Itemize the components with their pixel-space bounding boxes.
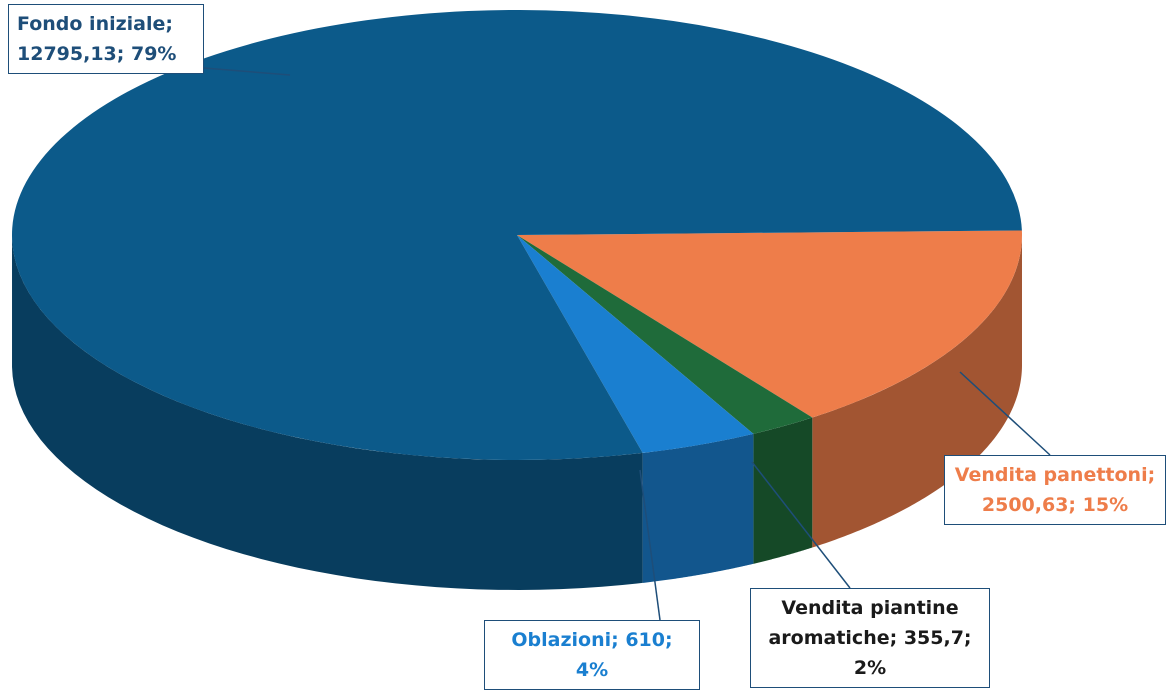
slice xyxy=(517,235,813,434)
slice-side xyxy=(642,433,754,583)
data-label: Vendita piantine aromatiche; 355,7; 2% xyxy=(750,588,990,688)
data-label: Fondo iniziale; 12795,13; 79% xyxy=(8,4,204,74)
data-label: Oblazioni; 610; 4% xyxy=(484,620,700,690)
data-label: Vendita panettoni; 2500,63; 15% xyxy=(944,455,1166,525)
leader-line xyxy=(751,461,851,589)
slice xyxy=(12,9,1022,461)
slice xyxy=(517,235,754,453)
slice-side xyxy=(753,417,813,564)
leader-line xyxy=(639,469,661,621)
slice-side xyxy=(812,235,1022,548)
leader-line xyxy=(959,371,1051,456)
slice-side xyxy=(12,237,643,590)
slice xyxy=(517,230,1022,418)
leader-line xyxy=(203,67,291,76)
